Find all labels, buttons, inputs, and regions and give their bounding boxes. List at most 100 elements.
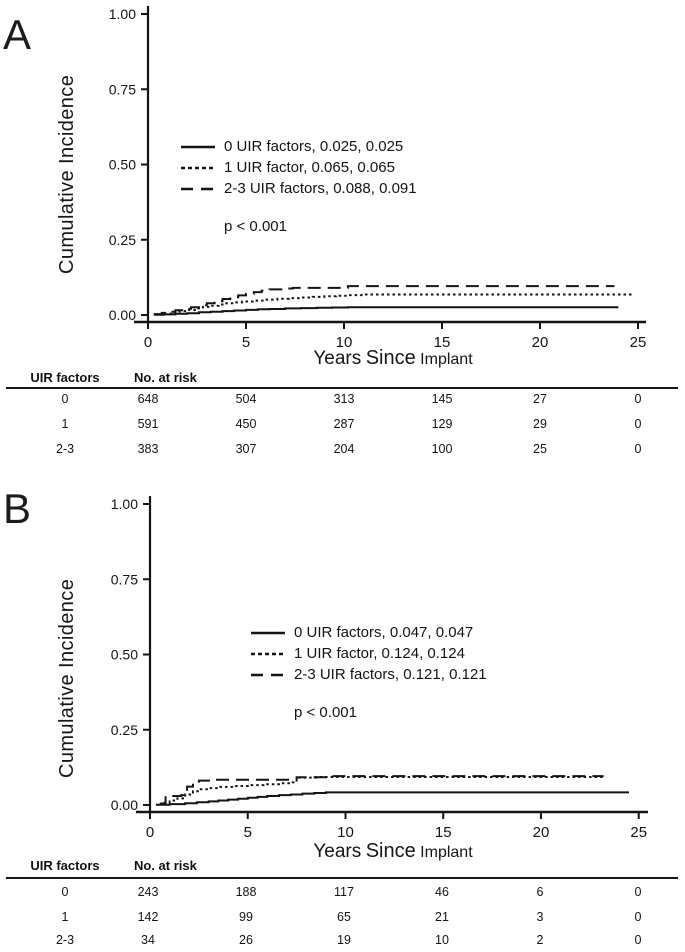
risk-group-label: 2-3	[55, 442, 75, 456]
risk-group-label: 2-3	[55, 933, 75, 947]
p-value: p < 0.001	[224, 218, 287, 235]
risk-table-group-header: UIR factors	[30, 370, 100, 385]
x-tick-label: 20	[533, 824, 550, 841]
risk-group-label: 0	[61, 885, 69, 899]
curve-1-uir-factor	[153, 293, 633, 316]
risk-count: 6	[536, 885, 544, 899]
legend-line-dashed	[251, 673, 285, 676]
x-tick-label: 15	[434, 334, 451, 351]
legend-item-label: 1 UIR factor, 0.124, 0.124	[294, 645, 465, 662]
legend-item: 1 UIR factor, 0.065, 0.065	[180, 157, 417, 178]
risk-count: 0	[634, 442, 642, 456]
risk-count: 3	[536, 910, 544, 924]
risk-count: 313	[333, 392, 355, 406]
x-tick-label: 0	[144, 334, 152, 351]
risk-table-row: 1 591 450 287 129 29 0	[0, 417, 685, 433]
x-tick-label: 10	[336, 334, 353, 351]
risk-count: 287	[333, 417, 355, 431]
x-tick-label: 5	[242, 334, 250, 351]
risk-count: 243	[137, 885, 159, 899]
risk-table-row: 1 142 99 65 21 3 0	[0, 910, 685, 926]
risk-table-row: 2-3 383 307 204 100 25 0	[0, 442, 685, 458]
legend-line-dotted	[251, 652, 285, 655]
x-axis-title-word: Years	[313, 841, 362, 862]
legend-line-solid	[251, 631, 285, 634]
x-tick-label: 10	[337, 824, 354, 841]
legend-item: 2-3 UIR factors, 0.121, 0.121	[250, 664, 487, 685]
x-axis-title-word: Implant	[420, 844, 473, 861]
risk-count: 504	[235, 392, 257, 406]
curve-2-3-uir-factors	[159, 775, 604, 805]
x-tick-label: 25	[630, 334, 647, 351]
risk-count: 117	[334, 885, 354, 899]
legend-item-label: 2-3 UIR factors, 0.121, 0.121	[294, 666, 487, 683]
y-tick-label: 0.50	[111, 647, 138, 663]
risk-count: 29	[533, 417, 547, 431]
x-axis-title-word: Since	[365, 347, 416, 369]
risk-count: 383	[137, 442, 159, 456]
risk-table-header: No. at risk	[134, 370, 197, 385]
risk-table-header: No. at risk	[134, 858, 197, 873]
legend-line-dashed	[181, 187, 215, 190]
x-tick-label: 5	[244, 824, 252, 841]
legend-item-label: 0 UIR factors, 0.025, 0.025	[224, 138, 404, 155]
panel-a: A Cumulative Incidence 0.00 0.25 0.50 0.75 1…	[0, 6, 685, 458]
y-tick-label: 0.75	[109, 81, 136, 97]
panel-a-label: A	[3, 11, 32, 58]
legend-item-label: 2-3 UIR factors, 0.088, 0.091	[224, 180, 417, 197]
x-axis-title: Years Since Implant	[146, 840, 640, 863]
legend-item: 2-3 UIR factors, 0.088, 0.091	[180, 178, 417, 199]
risk-count: 307	[235, 442, 257, 456]
risk-count: 204	[333, 442, 355, 456]
x-axis-title: Years Since Implant	[146, 347, 640, 370]
risk-count: 46	[435, 885, 449, 899]
risk-table-rule	[6, 877, 678, 879]
risk-count: 10	[435, 933, 449, 947]
risk-count: 0	[634, 910, 642, 924]
risk-count: 142	[137, 910, 159, 924]
risk-count: 34	[141, 933, 155, 947]
legend: 0 UIR factors, 0.047, 0.047 1 UIR factor…	[250, 622, 487, 721]
y-tick-label: 0.25	[111, 722, 138, 738]
risk-count: 450	[235, 417, 257, 431]
legend-item-label: 1 UIR factor, 0.065, 0.065	[224, 159, 395, 176]
legend-item: 0 UIR factors, 0.047, 0.047	[250, 622, 487, 643]
risk-count: 21	[435, 910, 449, 924]
risk-count: 99	[239, 910, 253, 924]
risk-count: 0	[634, 392, 642, 406]
risk-count: 0	[634, 885, 642, 899]
y-tick-label: 0.25	[109, 232, 136, 248]
risk-count: 129	[431, 417, 453, 431]
risk-count: 26	[239, 933, 253, 947]
legend-line-solid	[181, 145, 215, 148]
risk-table-row: 0 648 504 313 145 27 0	[0, 392, 685, 408]
legend: 0 UIR factors, 0.025, 0.025 1 UIR factor…	[180, 136, 417, 235]
risk-count: 145	[431, 392, 453, 406]
x-tick-label: 20	[532, 334, 549, 351]
plot-area-a: 0.00 0.25 0.50 0.75 1.00 0 5 10 15 20 25	[109, 6, 647, 351]
x-tick-label: 25	[630, 824, 647, 841]
panel-b-label: B	[3, 485, 32, 532]
x-axis-title-word: Implant	[420, 351, 473, 368]
risk-count: 100	[431, 442, 453, 456]
risk-count: 648	[137, 392, 159, 406]
legend-item: 0 UIR factors, 0.025, 0.025	[180, 136, 417, 157]
p-value: p < 0.001	[294, 704, 357, 721]
risk-table-row: 2-3 34 26 19 10 2 0	[0, 933, 685, 949]
plot-area-b: 0.00 0.25 0.50 0.75 1.00 0 5 10 15 20 25	[111, 496, 648, 841]
legend-line-dotted	[181, 166, 215, 169]
risk-count: 19	[337, 933, 351, 947]
curve-0-uir-factors	[153, 306, 619, 316]
risk-count: 591	[137, 417, 159, 431]
panel-b: B Cumulative Incidence 0.00 0.25 0.50 0.75 1…	[0, 480, 685, 952]
risk-group-label: 0	[61, 392, 69, 406]
y-tick-label: 1.00	[109, 6, 136, 22]
y-tick-label: 0.00	[111, 797, 138, 813]
risk-group-label: 1	[61, 910, 69, 924]
x-axis-title-word: Years	[313, 348, 362, 369]
x-tick-label: 0	[146, 824, 154, 841]
risk-count: 2	[536, 933, 544, 947]
risk-count: 0	[634, 417, 642, 431]
y-tick-label: 1.00	[111, 496, 138, 512]
y-tick-label: 0.50	[109, 157, 136, 173]
